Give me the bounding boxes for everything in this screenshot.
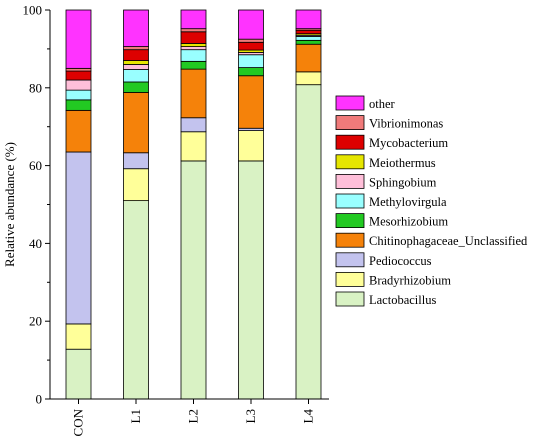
- bar-segment-bradyrhizobium: [295, 71, 322, 86]
- legend-label: Lactobacillus: [369, 293, 436, 307]
- x-ticks: CON L1 L2 L3 L4: [71, 399, 316, 436]
- bar-segment-other: [65, 9, 92, 69]
- y-ticks: 0 20 40 60 80 100: [23, 3, 50, 407]
- bar-segment-sphingobium: [123, 64, 149, 70]
- legend-label: Chitinophagaceae_Unclassified: [369, 234, 528, 248]
- bar-segment-chitinophagaceae-unclassified: [65, 109, 92, 153]
- legend-swatch: [335, 154, 365, 170]
- bar-segment-vibrionimonas: [180, 28, 207, 33]
- bar-segment-mycobacterium: [65, 70, 92, 81]
- bar-segment-other: [123, 9, 149, 47]
- bar-segment-chitinophagaceae-unclassified: [295, 43, 322, 73]
- legend-swatch: [335, 232, 365, 248]
- legend-swatch: [335, 134, 365, 150]
- bar-segment-mesorhizobium: [65, 99, 92, 111]
- bar-segment-meiothermus: [123, 60, 149, 65]
- bar-segment-mycobacterium: [295, 29, 322, 35]
- x-tick-label: L3: [243, 409, 258, 423]
- bar-segment-lactobacillus: [123, 200, 149, 400]
- bar-segment-chitinophagaceae-unclassified: [238, 75, 264, 129]
- legend: other Vibrionimonas Mycobacterium Meiotherm…: [335, 95, 528, 307]
- legend-swatch: [335, 173, 365, 189]
- bar-segment-lactobacillus: [295, 84, 322, 400]
- bar-segment-mesorhizobium: [295, 39, 322, 45]
- y-tick-label: 100: [23, 3, 43, 18]
- bar-segment-other: [238, 9, 264, 40]
- y-tick-label: 60: [29, 158, 42, 173]
- legend-swatch: [335, 291, 365, 307]
- bar-segment-other: [295, 9, 322, 30]
- legend-swatch: [335, 95, 365, 111]
- legend-swatch: [335, 115, 365, 130]
- bar-segment-mesorhizobium: [180, 60, 207, 70]
- bar-segment-vibrionimonas: [238, 38, 264, 43]
- bar-segment-meiothermus: [180, 43, 207, 47]
- bar-segment-mycobacterium: [180, 31, 207, 44]
- bar-segment-lactobacillus: [238, 160, 264, 400]
- y-axis-title: Relative abundance (%): [2, 142, 17, 267]
- bar-segment-methylovirgula: [123, 69, 149, 83]
- bar-segment-bradyrhizobium: [180, 131, 207, 162]
- legend-label: Meiothermus: [369, 156, 436, 170]
- y-tick-label: 40: [29, 236, 42, 251]
- bar-segment-chitinophagaceae-unclassified: [180, 68, 207, 119]
- bar-segment-bradyrhizobium: [123, 168, 149, 202]
- legend-label: Vibrionimonas: [369, 117, 443, 131]
- bar-segment-mycobacterium: [238, 41, 264, 51]
- legend-label: Mycobacterium: [369, 136, 448, 150]
- bar-segment-chitinophagaceae-unclassified: [123, 92, 149, 154]
- bar-segment-methylovirgula: [238, 54, 264, 68]
- bar-segment-bradyrhizobium: [238, 130, 264, 162]
- bar-segment-methylovirgula: [180, 49, 207, 62]
- bar-segment-sphingobium: [180, 46, 207, 51]
- bar-segment-methylovirgula: [295, 36, 322, 41]
- legend-label: other: [369, 97, 396, 111]
- bar-segment-lactobacillus: [180, 160, 207, 400]
- y-tick-label: 80: [29, 80, 42, 95]
- bar-segment-pediococcus: [123, 152, 149, 170]
- bar-segment-pediococcus: [65, 151, 92, 325]
- bars-layer: [65, 9, 322, 400]
- legend-swatch: [335, 193, 365, 209]
- bar-segment-bradyrhizobium: [65, 323, 92, 350]
- y-tick-label: 0: [36, 392, 43, 407]
- bar-segment-other: [180, 9, 207, 30]
- bar-segment-mesorhizobium: [238, 67, 264, 77]
- bar-segment-methylovirgula: [65, 89, 92, 101]
- legend-label: Bradyrhizobium: [369, 273, 451, 287]
- legend-label: Mesorhizobium: [369, 215, 448, 229]
- x-tick-label: L1: [128, 409, 143, 423]
- x-tick-label: L4: [301, 409, 316, 424]
- x-tick-label: L2: [186, 409, 201, 423]
- bar-segment-vibrionimonas: [123, 46, 149, 51]
- bar-segment-pediococcus: [180, 117, 207, 133]
- legend-label: Methylovirgula: [369, 195, 447, 209]
- legend-label: Pediococcus: [369, 254, 432, 268]
- bar-segment-vibrionimonas: [65, 67, 92, 72]
- bar-segment-lactobacillus: [65, 348, 92, 400]
- bar-segment-mesorhizobium: [123, 81, 149, 93]
- legend-swatch: [335, 213, 365, 229]
- legend-swatch: [335, 271, 365, 287]
- bar-segment-mycobacterium: [123, 49, 149, 61]
- y-tick-label: 20: [29, 314, 42, 329]
- legend-swatch: [335, 252, 365, 268]
- bar-segment-sphingobium: [65, 79, 92, 91]
- x-tick-label: CON: [71, 408, 86, 436]
- legend-label: Sphingobium: [369, 175, 437, 189]
